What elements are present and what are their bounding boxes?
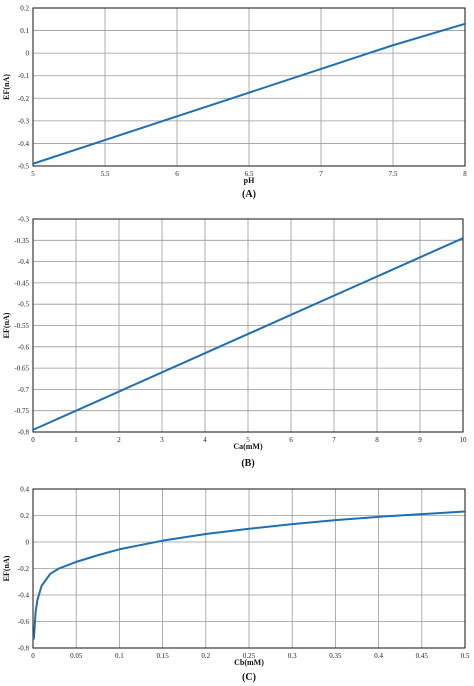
y-tick-label: 0.2 — [20, 5, 29, 13]
y-tick-label: 0.4 — [20, 486, 29, 494]
x-axis-label: Ca(mM) — [233, 442, 263, 451]
y-tick-label: -0.5 — [18, 163, 30, 171]
panel-b: 0 1 2 3 4 5 6 7 8 9 10 -0.8 -0.75 -0.7 -0.65 -0.6 -0.55 -… — [2, 216, 467, 470]
plot-frame — [32, 218, 464, 433]
plot-frame — [32, 488, 466, 649]
y-tick-label: -0.3 — [18, 216, 30, 224]
series-line — [32, 510, 466, 640]
x-tick-label: 0.25 — [243, 652, 256, 660]
x-tick-label: 8 — [375, 436, 379, 444]
series-line — [32, 22, 466, 165]
y-tick-label: -0.7 — [18, 386, 30, 394]
y-tick-label: -0.1 — [18, 72, 30, 80]
panel-label: (A) — [242, 189, 256, 200]
x-tick-label: 9 — [418, 436, 422, 444]
y-tick-label: -0.4 — [18, 592, 30, 600]
plot-frame — [32, 7, 466, 167]
x-tick-label: 0.15 — [156, 652, 169, 660]
panel-label: (C) — [242, 672, 256, 683]
x-tick-label: 4 — [203, 436, 207, 444]
y-tick-label: -0.45 — [14, 279, 29, 287]
y-axis-label: EF(nA) — [2, 312, 11, 338]
x-tick-label: 5 — [246, 436, 250, 444]
y-tick-label: -0.2 — [18, 95, 30, 103]
x-tick-label: 0 — [31, 652, 35, 660]
x-tick-label: 3 — [160, 436, 164, 444]
x-tick-label: 0 — [31, 436, 35, 444]
x-tick-label: 7 — [332, 436, 336, 444]
y-tick-label: -0.2 — [18, 565, 30, 573]
x-tick-label: 6 — [289, 436, 293, 444]
series-line — [32, 237, 464, 431]
x-tick-label: 7.5 — [389, 170, 398, 178]
x-tick-label: 0.35 — [329, 652, 342, 660]
x-tick-label: 0.5 — [461, 652, 470, 660]
x-tick-label: 0.2 — [201, 652, 210, 660]
y-tick-label: -0.55 — [14, 322, 29, 330]
y-tick-label: 0.1 — [20, 27, 29, 35]
x-tick-label: 0.05 — [70, 652, 83, 660]
y-axis-label: EF(nA) — [2, 74, 11, 100]
y-tick-label: 0.2 — [20, 512, 29, 520]
x-tick-label: 5.5 — [101, 170, 110, 178]
y-tick-label: -0.4 — [18, 258, 30, 266]
x-axis-label: pH — [244, 176, 255, 185]
panel-a: 5 5.5 6 6.5 7 7.5 8 -0.5 -0.4 -0.3 -0.2 -0.1 0 0.1 0.2… — [2, 5, 467, 201]
x-tick-label: 1 — [74, 436, 78, 444]
y-tick-label: 0 — [26, 50, 30, 58]
x-tick-label: 0.4 — [374, 652, 383, 660]
x-tick-label: 2 — [117, 436, 121, 444]
y-tick-label: -0.6 — [18, 343, 30, 351]
y-tick-label: -0.35 — [14, 237, 29, 245]
x-axis-label: Cb(mM) — [234, 658, 264, 667]
y-tick-label: -0.4 — [18, 140, 30, 148]
x-tick-label: 6 — [175, 170, 179, 178]
x-tick-label: 0.1 — [115, 652, 124, 660]
y-tick-label: -0.65 — [14, 365, 29, 373]
y-tick-label: -0.5 — [18, 301, 30, 309]
panel-c: 0 0.05 0.1 0.15 0.2 0.25 0.3 0.35 0.4 0.45 0.5 -0.8… — [2, 486, 470, 684]
y-tick-label: -0.3 — [18, 117, 30, 125]
x-tick-label: 0.3 — [288, 652, 297, 660]
x-tick-label: 6.5 — [245, 170, 254, 178]
panel-label: (B) — [241, 458, 254, 469]
y-tick-label: -0.6 — [18, 618, 30, 626]
x-tick-label: 0.45 — [416, 652, 429, 660]
y-tick-label: -0.8 — [18, 429, 30, 437]
x-tick-label: 10 — [460, 436, 468, 444]
y-tick-label: 0 — [26, 539, 30, 547]
x-tick-label: 8 — [463, 170, 467, 178]
x-tick-label: 5 — [31, 170, 35, 178]
y-tick-label: -0.75 — [14, 407, 29, 415]
y-axis-label: EF(nA) — [2, 555, 11, 581]
x-tick-label: 7 — [319, 170, 323, 178]
y-tick-label: -0.8 — [18, 645, 30, 653]
